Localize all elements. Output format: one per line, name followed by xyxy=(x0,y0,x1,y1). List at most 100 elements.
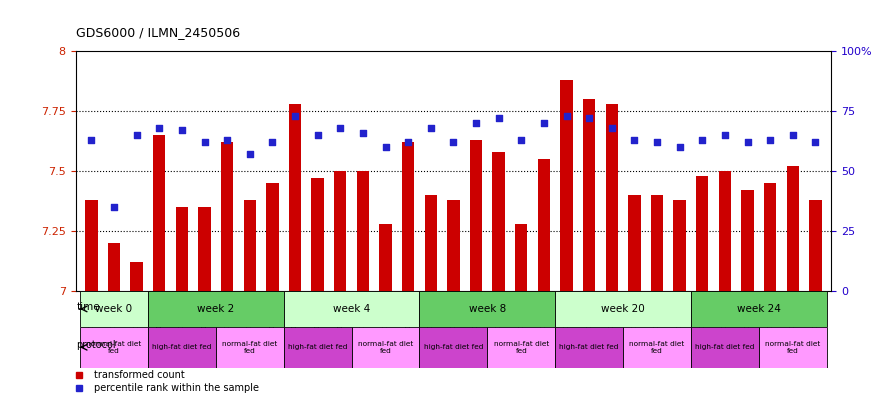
Bar xyxy=(556,291,691,327)
Bar xyxy=(148,291,284,327)
Bar xyxy=(266,183,278,291)
Bar xyxy=(623,327,691,368)
Bar xyxy=(469,140,482,291)
Point xyxy=(310,132,324,138)
Bar xyxy=(515,224,527,291)
Bar xyxy=(176,207,188,291)
Text: high-fat diet fed: high-fat diet fed xyxy=(288,344,348,350)
Point xyxy=(356,130,370,136)
Point xyxy=(424,125,438,131)
Text: week 24: week 24 xyxy=(737,304,781,314)
Point xyxy=(197,139,212,145)
Text: week 2: week 2 xyxy=(197,304,235,314)
Bar xyxy=(809,200,821,291)
Bar xyxy=(351,327,420,368)
Text: week 4: week 4 xyxy=(333,304,370,314)
Text: week 8: week 8 xyxy=(469,304,506,314)
Text: normal-fat diet
fed: normal-fat diet fed xyxy=(222,341,277,354)
Bar xyxy=(718,171,731,291)
Bar xyxy=(148,327,216,368)
Text: high-fat diet fed: high-fat diet fed xyxy=(695,344,755,350)
Bar xyxy=(493,152,505,291)
Point xyxy=(559,113,573,119)
Point xyxy=(152,125,166,131)
Text: transformed count: transformed count xyxy=(94,370,185,380)
Bar xyxy=(356,171,369,291)
Point xyxy=(288,113,302,119)
Text: normal-fat diet
fed: normal-fat diet fed xyxy=(86,341,141,354)
Point xyxy=(446,139,461,145)
Bar xyxy=(85,200,98,291)
Bar xyxy=(311,178,324,291)
Bar xyxy=(605,104,618,291)
Point xyxy=(695,137,709,143)
Text: time: time xyxy=(76,302,100,312)
Point xyxy=(130,132,144,138)
Bar xyxy=(741,190,754,291)
Bar xyxy=(583,99,596,291)
Text: high-fat diet fed: high-fat diet fed xyxy=(559,344,619,350)
Point xyxy=(605,125,619,131)
Bar xyxy=(787,166,799,291)
Point xyxy=(220,137,235,143)
Bar xyxy=(221,142,234,291)
Point xyxy=(672,144,686,150)
Bar xyxy=(284,327,351,368)
Bar xyxy=(691,327,759,368)
Bar xyxy=(560,80,573,291)
Point xyxy=(763,137,777,143)
Point xyxy=(582,115,597,121)
Point xyxy=(333,125,348,131)
Bar xyxy=(556,327,623,368)
Bar xyxy=(198,207,211,291)
Text: GDS6000 / ILMN_2450506: GDS6000 / ILMN_2450506 xyxy=(76,26,240,39)
Bar xyxy=(538,159,550,291)
Point xyxy=(84,137,99,143)
Point xyxy=(469,120,483,126)
Point xyxy=(514,137,528,143)
Point xyxy=(717,132,732,138)
Bar xyxy=(759,327,827,368)
Bar xyxy=(696,176,709,291)
Point xyxy=(107,204,121,210)
Bar xyxy=(420,291,556,327)
Point xyxy=(492,115,506,121)
Point xyxy=(265,139,279,145)
Point xyxy=(808,139,822,145)
Point xyxy=(243,151,257,158)
Text: percentile rank within the sample: percentile rank within the sample xyxy=(94,383,260,393)
Bar xyxy=(284,291,420,327)
Bar xyxy=(629,195,641,291)
Bar xyxy=(764,183,776,291)
Point xyxy=(741,139,755,145)
Text: high-fat diet fed: high-fat diet fed xyxy=(152,344,212,350)
Text: normal-fat diet
fed: normal-fat diet fed xyxy=(493,341,549,354)
Bar xyxy=(447,200,460,291)
Bar xyxy=(334,171,347,291)
Text: protocol: protocol xyxy=(76,340,116,350)
Bar xyxy=(402,142,414,291)
Point xyxy=(628,137,642,143)
Bar xyxy=(80,327,148,368)
Bar xyxy=(673,200,685,291)
Point xyxy=(379,144,393,150)
Text: normal-fat diet
fed: normal-fat diet fed xyxy=(765,341,821,354)
Bar xyxy=(289,104,301,291)
Bar xyxy=(380,224,392,291)
Bar xyxy=(487,327,556,368)
Bar xyxy=(244,200,256,291)
Bar xyxy=(651,195,663,291)
Bar xyxy=(108,243,120,291)
Point xyxy=(175,127,189,134)
Text: week 20: week 20 xyxy=(601,304,645,314)
Text: normal-fat diet
fed: normal-fat diet fed xyxy=(629,341,685,354)
Point xyxy=(401,139,415,145)
Bar xyxy=(131,263,143,291)
Text: week 0: week 0 xyxy=(95,304,132,314)
Bar xyxy=(691,291,827,327)
Point xyxy=(786,132,800,138)
Bar xyxy=(425,195,437,291)
Bar xyxy=(153,135,165,291)
Text: high-fat diet fed: high-fat diet fed xyxy=(424,344,483,350)
Text: normal-fat diet
fed: normal-fat diet fed xyxy=(358,341,413,354)
